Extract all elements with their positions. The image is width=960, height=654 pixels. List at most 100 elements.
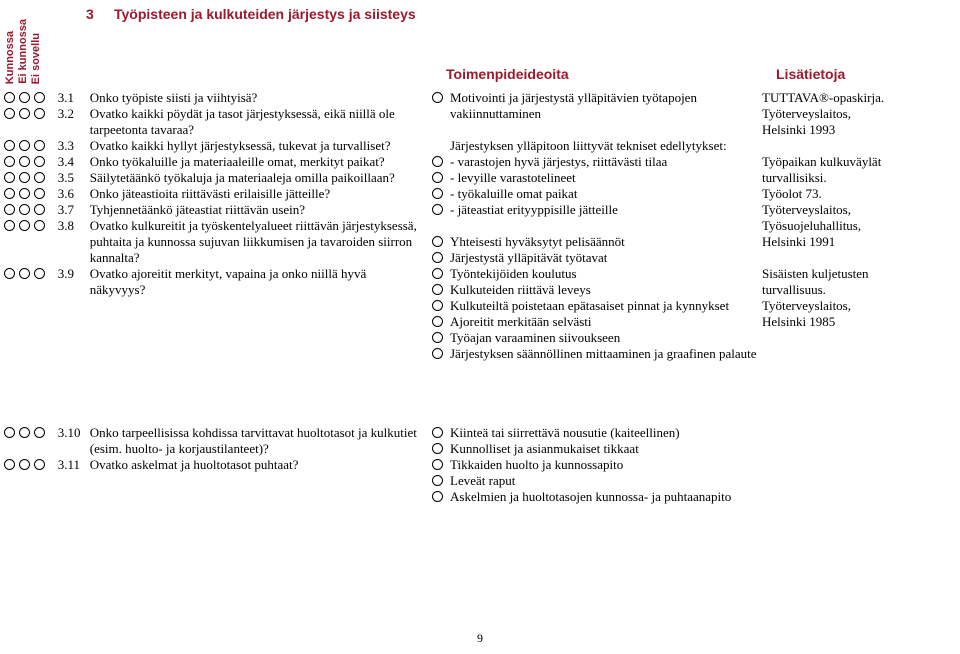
label-ei-sovellu: Ei sovellu: [30, 27, 43, 86]
question-number: 3.2: [58, 106, 90, 122]
radio-option[interactable]: [19, 268, 30, 279]
question-text: Onko työkaluille ja materiaaleille omat,…: [90, 154, 432, 170]
radio-option[interactable]: [34, 108, 45, 119]
idea-row: Tikkaiden huolto ja kunnossapito: [432, 457, 762, 473]
idea-row: Askelmien ja huoltotasojen kunnossa- ja …: [432, 489, 762, 505]
radio-option[interactable]: [4, 188, 15, 199]
question-text: Tyhjennetäänkö jäteastiat riittävän usei…: [90, 202, 432, 218]
radio-option[interactable]: [19, 108, 30, 119]
idea-text: Leveät raput: [450, 473, 762, 489]
radio-option[interactable]: [19, 459, 30, 470]
question-text: Ovatko kaikki hyllyt järjestyksessä, tuk…: [90, 138, 432, 154]
status-radios: [2, 90, 58, 103]
bullet-icon: [432, 236, 443, 247]
idea-text: Ajoreitit merkitään selvästi: [450, 314, 762, 330]
question-row: 3.3Ovatko kaikki hyllyt järjestyksessä, …: [2, 138, 432, 154]
radio-option[interactable]: [34, 92, 45, 103]
bullet-icon: [432, 475, 443, 486]
radio-option[interactable]: [19, 156, 30, 167]
question-row: 3.5Säilytetäänkö työkaluja ja materiaale…: [2, 170, 432, 186]
question-text: Onko jäteastioita riittävästi erilaisill…: [90, 186, 432, 202]
question-number: 3.6: [58, 186, 90, 202]
idea-bullet: [432, 298, 450, 311]
status-radios: [2, 457, 58, 470]
bullet-icon: [432, 332, 443, 343]
radio-option[interactable]: [19, 92, 30, 103]
radio-option[interactable]: [4, 427, 15, 438]
questions-list-top: 3.1Onko työpiste siisti ja viihtyisä?3.2…: [2, 90, 432, 298]
idea-bullet: [432, 154, 450, 167]
idea-row: Kulkuteiden riittävä leveys: [432, 282, 762, 298]
radio-option[interactable]: [34, 172, 45, 183]
reference-line: Sisäisten kuljetusten turvallisuus.: [762, 266, 907, 298]
idea-row: - varastojen hyvä järjestys, riittävästi…: [432, 154, 762, 170]
radio-option[interactable]: [4, 204, 15, 215]
status-radios: [2, 138, 58, 151]
radio-option[interactable]: [4, 156, 15, 167]
idea-text: - levyille varastotelineet: [450, 170, 762, 186]
question-number: 3.11: [58, 457, 90, 473]
radio-option[interactable]: [34, 204, 45, 215]
idea-row: [432, 122, 762, 138]
idea-row: Ajoreitit merkitään selvästi: [432, 314, 762, 330]
idea-text: - varastojen hyvä järjestys, riittävästi…: [450, 154, 762, 170]
radio-option[interactable]: [19, 188, 30, 199]
radio-option[interactable]: [34, 188, 45, 199]
question-row: 3.6Onko jäteastioita riittävästi erilais…: [2, 186, 432, 202]
radio-option[interactable]: [4, 220, 15, 231]
radio-option[interactable]: [19, 140, 30, 151]
question-row: 3.9Ovatko ajoreitit merkityt, vapaina ja…: [2, 266, 432, 298]
radio-option[interactable]: [34, 156, 45, 167]
status-radios: [2, 106, 58, 119]
reference-line: [762, 138, 907, 154]
section-title: Työpisteen ja kulkuteiden järjestys ja s…: [114, 6, 960, 22]
reference-line: Helsinki 1991: [762, 234, 907, 250]
idea-bullet: [432, 473, 450, 486]
radio-option[interactable]: [4, 108, 15, 119]
radio-option[interactable]: [34, 268, 45, 279]
idea-row: - levyille varastotelineet: [432, 170, 762, 186]
question-row: 3.2Ovatko kaikki pöydät ja tasot järjest…: [2, 106, 432, 138]
idea-text: Työntekijöiden koulutus: [450, 266, 762, 282]
radio-option[interactable]: [4, 92, 15, 103]
idea-row: Järjestyksen säännöllinen mittaaminen ja…: [432, 346, 762, 362]
radio-option[interactable]: [4, 140, 15, 151]
radio-option[interactable]: [34, 459, 45, 470]
question-number: 3.10: [58, 425, 90, 441]
idea-bullet: [432, 457, 450, 470]
bullet-icon: [432, 268, 443, 279]
question-row: 3.11Ovatko askelmat ja huoltotasot puhta…: [2, 457, 432, 473]
idea-row: Kulkuteiltä poistetaan epätasaiset pinna…: [432, 298, 762, 314]
status-radios: [2, 154, 58, 167]
radio-option[interactable]: [4, 268, 15, 279]
bullet-icon: [432, 316, 443, 327]
radio-option[interactable]: [4, 172, 15, 183]
radio-option[interactable]: [34, 140, 45, 151]
question-number: 3.1: [58, 90, 90, 106]
idea-row: Kiinteä tai siirrettävä nousutie (kaitee…: [432, 425, 762, 441]
radio-option[interactable]: [19, 427, 30, 438]
references-top: TUTTAVA®-opas­kirja.Työterveyslaitos,Hel…: [762, 90, 907, 330]
idea-bullet: [432, 170, 450, 183]
radio-option[interactable]: [4, 459, 15, 470]
question-text: Ovatko kulkureitit ja työskentelyalueet …: [90, 218, 432, 266]
idea-bullet: [432, 282, 450, 295]
idea-bullet: [432, 314, 450, 327]
reference-line: Työpaikan kulku­väylät turvallisiksi.: [762, 154, 907, 186]
radio-option[interactable]: [34, 220, 45, 231]
radio-option[interactable]: [34, 427, 45, 438]
radio-option[interactable]: [19, 220, 30, 231]
reference-line: Työsuojeluhallitus,: [762, 218, 907, 234]
radio-option[interactable]: [19, 172, 30, 183]
idea-text: Kulkuteiden riittävä leveys: [450, 282, 762, 298]
page-number: 9: [0, 631, 960, 646]
idea-row: Yhteisesti hyväksytyt pelisäännöt: [432, 234, 762, 250]
idea-text: Kunnolliset ja asianmukaiset tikkaat: [450, 441, 762, 457]
bullet-icon: [432, 252, 443, 263]
ideas-list-top: Motivointi ja järjestystä ylläpitävien t…: [432, 90, 762, 362]
radio-option[interactable]: [19, 204, 30, 215]
ideas-list-bottom: Kiinteä tai siirrettävä nousutie (kaitee…: [432, 425, 762, 505]
bullet-icon: [432, 300, 443, 311]
idea-text: - jäteastiat erityyppisille jätteille: [450, 202, 762, 218]
question-row: 3.10Onko tarpeellisissa kohdissa tarvitt…: [2, 425, 432, 457]
